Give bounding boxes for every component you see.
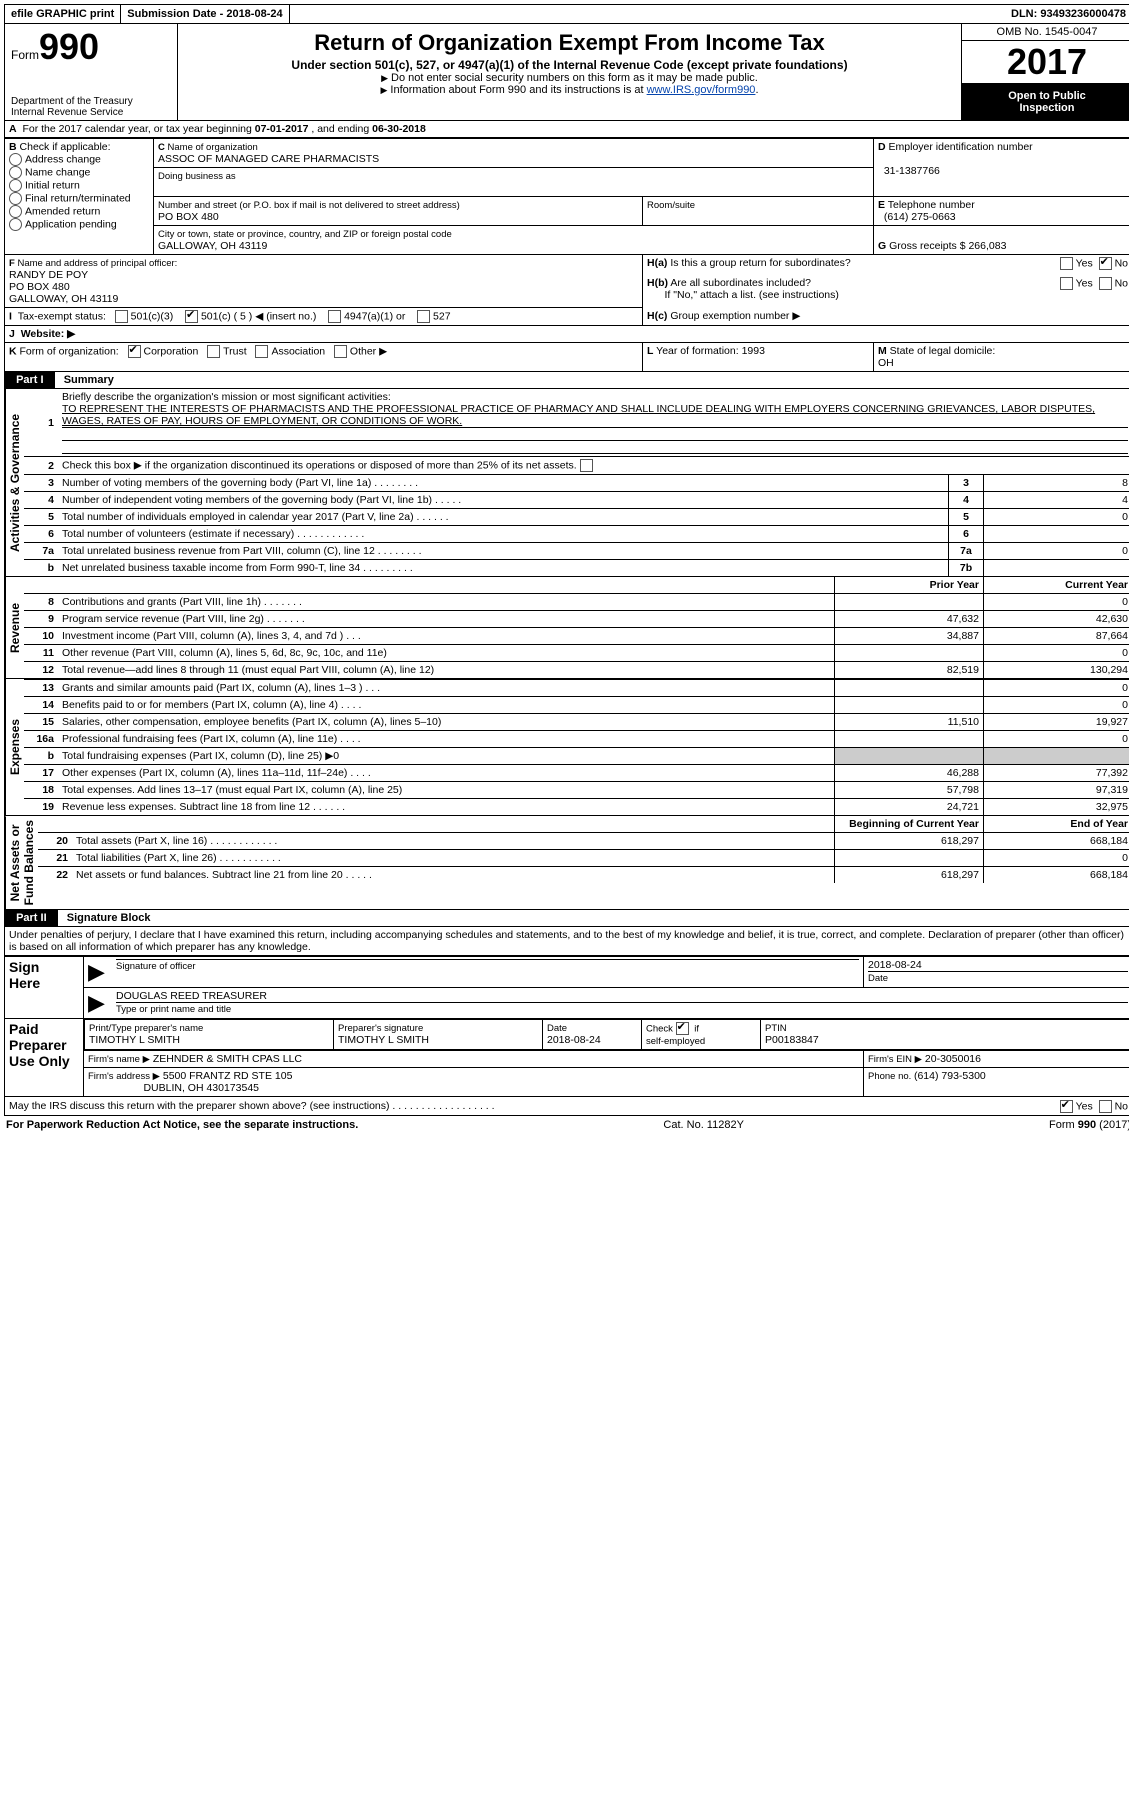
preparer-name: TIMOTHY L SMITH <box>89 1034 180 1046</box>
discuss-row: May the IRS discuss this return with the… <box>4 1097 1129 1116</box>
gross-receipts: 266,083 <box>968 240 1006 252</box>
year-formed: 1993 <box>742 345 765 357</box>
firm-ein: 20-3050016 <box>925 1053 981 1065</box>
check-amended[interactable] <box>9 205 22 218</box>
org-name: ASSOC OF MANAGED CARE PHARMACISTS <box>158 153 379 165</box>
officer-name: RANDY DE POY <box>9 269 88 281</box>
k-assoc[interactable] <box>255 345 268 358</box>
check-name-change[interactable] <box>9 166 22 179</box>
vert-net: Net Assets or Fund Balances <box>5 816 38 909</box>
part1-label: Part I <box>5 372 55 388</box>
vert-expenses: Expenses <box>5 679 24 815</box>
tax-year: 2017 <box>962 41 1129 84</box>
irs-link[interactable]: www.IRS.gov/form990 <box>647 84 756 96</box>
officer-printed: DOUGLAS REED TREASURER <box>116 990 267 1002</box>
form-subtitle: Under section 501(c), 527, or 4947(a)(1)… <box>186 58 953 72</box>
efile-label: efile GRAPHIC print <box>5 5 121 23</box>
ha-yes[interactable] <box>1060 257 1073 270</box>
paid-preparer: Paid Preparer Use Only <box>5 1019 84 1097</box>
firm-name: ZEHNDER & SMITH CPAS LLC <box>153 1053 302 1065</box>
sign-here: Sign Here <box>5 957 84 1019</box>
hb-yes[interactable] <box>1060 277 1073 290</box>
identity-block: B Check if applicable: Address change Na… <box>4 138 1129 372</box>
submission-date: Submission Date - 2018-08-24 <box>121 5 289 23</box>
hb-no[interactable] <box>1099 277 1112 290</box>
form-number: 990 <box>39 26 99 67</box>
part2-label: Part II <box>5 910 58 926</box>
domicile: OH <box>878 357 894 369</box>
check-application-pending[interactable] <box>9 218 22 231</box>
form-title: Return of Organization Exempt From Incom… <box>186 30 953 56</box>
dept-treasury: Department of the Treasury <box>11 96 171 107</box>
k-trust[interactable] <box>207 345 220 358</box>
irs-label: Internal Revenue Service <box>11 107 171 118</box>
dln: DLN: 93493236000478 <box>1005 5 1129 23</box>
i-4947[interactable] <box>328 310 341 323</box>
discuss-yes[interactable] <box>1060 1100 1073 1113</box>
check-address-change[interactable] <box>9 153 22 166</box>
discuss-no[interactable] <box>1099 1100 1112 1113</box>
self-employed-check[interactable] <box>676 1022 689 1035</box>
form-header: Form990 Department of the Treasury Inter… <box>4 24 1129 121</box>
street: PO BOX 480 <box>158 211 219 223</box>
i-501c[interactable] <box>185 310 198 323</box>
i-501c3[interactable] <box>115 310 128 323</box>
check-initial-return[interactable] <box>9 179 22 192</box>
footer: For Paperwork Reduction Act Notice, see … <box>4 1116 1129 1134</box>
q2-check[interactable] <box>580 459 593 472</box>
phone: (614) 275-0663 <box>884 211 956 223</box>
sig-date: 2018-08-24 <box>868 959 922 971</box>
mission: TO REPRESENT THE INTERESTS OF PHARMACIST… <box>62 403 1095 427</box>
ein: 31-1387766 <box>884 165 940 177</box>
check-final-return[interactable] <box>9 192 22 205</box>
ha-no[interactable] <box>1099 257 1112 270</box>
omb-number: OMB No. 1545-0047 <box>962 24 1129 41</box>
row-a: A For the 2017 calendar year, or tax yea… <box>4 121 1129 138</box>
ptin: P00183847 <box>765 1034 819 1046</box>
k-corp[interactable] <box>128 345 141 358</box>
declaration: Under penalties of perjury, I declare th… <box>4 927 1129 956</box>
open-to-public: Open to PublicInspection <box>962 84 1129 120</box>
i-527[interactable] <box>417 310 430 323</box>
k-other[interactable] <box>334 345 347 358</box>
top-bar: efile GRAPHIC print Submission Date - 20… <box>4 4 1129 24</box>
city: GALLOWAY, OH 43119 <box>158 240 267 252</box>
vert-activities: Activities & Governance <box>5 389 24 576</box>
vert-revenue: Revenue <box>5 577 24 678</box>
firm-phone: (614) 793-5300 <box>914 1070 986 1082</box>
